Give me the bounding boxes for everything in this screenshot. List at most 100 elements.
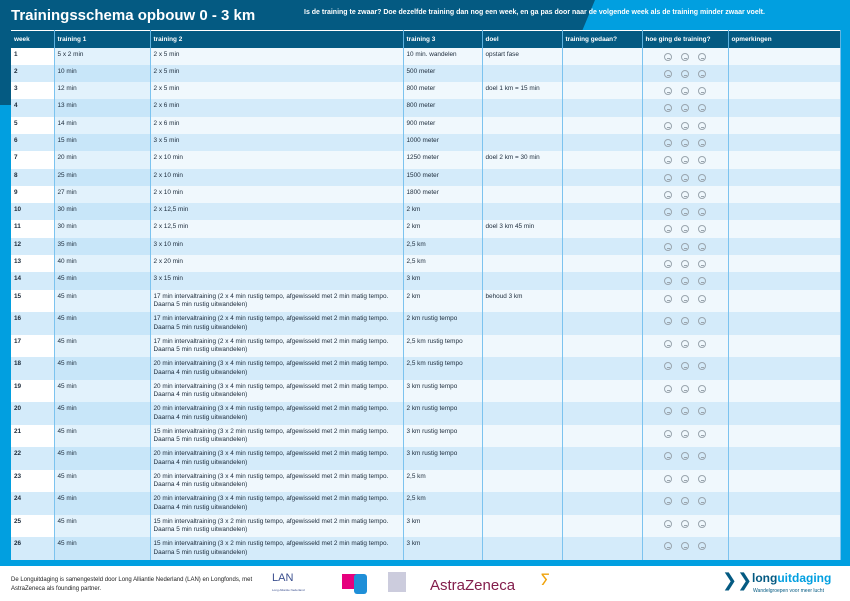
happy-face-icon[interactable] [664, 519, 672, 528]
neutral-face-icon[interactable] [681, 260, 689, 269]
neutral-face-icon[interactable] [681, 138, 689, 147]
neutral-face-icon[interactable] [681, 190, 689, 199]
happy-face-icon[interactable] [664, 138, 672, 147]
opmerkingen-cell[interactable] [728, 424, 841, 448]
neutral-face-icon[interactable] [681, 452, 689, 461]
sad-face-icon[interactable] [698, 384, 706, 393]
training-gedaan-cell[interactable] [562, 447, 643, 470]
sad-face-icon[interactable] [698, 225, 706, 234]
opmerkingen-cell[interactable] [728, 312, 841, 335]
training-gedaan-cell[interactable] [562, 272, 643, 290]
training-gedaan-cell[interactable] [562, 424, 643, 448]
sad-face-icon[interactable] [698, 87, 706, 96]
happy-face-icon[interactable] [664, 407, 672, 416]
sad-face-icon[interactable] [698, 429, 706, 438]
opmerkingen-cell[interactable] [728, 289, 841, 313]
happy-face-icon[interactable] [664, 452, 672, 461]
neutral-face-icon[interactable] [681, 294, 689, 303]
training-gedaan-cell[interactable] [562, 116, 643, 134]
opmerkingen-cell[interactable] [728, 151, 841, 169]
sad-face-icon[interactable] [698, 121, 706, 130]
training-gedaan-cell[interactable] [562, 334, 643, 358]
neutral-face-icon[interactable] [681, 362, 689, 371]
sad-face-icon[interactable] [698, 190, 706, 199]
training-gedaan-cell[interactable] [562, 82, 643, 100]
sad-face-icon[interactable] [698, 52, 706, 61]
neutral-face-icon[interactable] [681, 429, 689, 438]
training-gedaan-cell[interactable] [562, 312, 643, 335]
happy-face-icon[interactable] [664, 339, 672, 348]
happy-face-icon[interactable] [664, 87, 672, 96]
opmerkingen-cell[interactable] [728, 185, 841, 204]
opmerkingen-cell[interactable] [728, 357, 841, 380]
training-gedaan-cell[interactable] [562, 357, 643, 380]
sad-face-icon[interactable] [698, 474, 706, 483]
happy-face-icon[interactable] [664, 52, 672, 61]
opmerkingen-cell[interactable] [728, 379, 841, 403]
opmerkingen-cell[interactable] [728, 492, 841, 515]
training-gedaan-cell[interactable] [562, 514, 643, 538]
happy-face-icon[interactable] [664, 362, 672, 371]
opmerkingen-cell[interactable] [728, 469, 841, 493]
sad-face-icon[interactable] [698, 542, 706, 551]
opmerkingen-cell[interactable] [728, 272, 841, 290]
training-gedaan-cell[interactable] [562, 203, 643, 221]
happy-face-icon[interactable] [664, 121, 672, 130]
neutral-face-icon[interactable] [681, 384, 689, 393]
sad-face-icon[interactable] [698, 156, 706, 165]
training-gedaan-cell[interactable] [562, 133, 643, 152]
neutral-face-icon[interactable] [681, 339, 689, 348]
happy-face-icon[interactable] [664, 317, 672, 326]
neutral-face-icon[interactable] [681, 52, 689, 61]
neutral-face-icon[interactable] [681, 208, 689, 217]
sad-face-icon[interactable] [698, 362, 706, 371]
neutral-face-icon[interactable] [681, 225, 689, 234]
training-gedaan-cell[interactable] [562, 47, 643, 65]
sad-face-icon[interactable] [698, 407, 706, 416]
neutral-face-icon[interactable] [681, 69, 689, 78]
neutral-face-icon[interactable] [681, 474, 689, 483]
training-gedaan-cell[interactable] [562, 64, 643, 83]
training-gedaan-cell[interactable] [562, 185, 643, 204]
training-gedaan-cell[interactable] [562, 379, 643, 403]
training-gedaan-cell[interactable] [562, 168, 643, 186]
happy-face-icon[interactable] [664, 69, 672, 78]
opmerkingen-cell[interactable] [728, 514, 841, 538]
neutral-face-icon[interactable] [681, 104, 689, 113]
neutral-face-icon[interactable] [681, 519, 689, 528]
sad-face-icon[interactable] [698, 317, 706, 326]
neutral-face-icon[interactable] [681, 87, 689, 96]
happy-face-icon[interactable] [664, 429, 672, 438]
happy-face-icon[interactable] [664, 497, 672, 506]
happy-face-icon[interactable] [664, 190, 672, 199]
sad-face-icon[interactable] [698, 104, 706, 113]
sad-face-icon[interactable] [698, 339, 706, 348]
opmerkingen-cell[interactable] [728, 402, 841, 425]
happy-face-icon[interactable] [664, 474, 672, 483]
neutral-face-icon[interactable] [681, 317, 689, 326]
neutral-face-icon[interactable] [681, 407, 689, 416]
neutral-face-icon[interactable] [681, 242, 689, 251]
opmerkingen-cell[interactable] [728, 220, 841, 238]
happy-face-icon[interactable] [664, 104, 672, 113]
opmerkingen-cell[interactable] [728, 203, 841, 221]
opmerkingen-cell[interactable] [728, 64, 841, 83]
neutral-face-icon[interactable] [681, 121, 689, 130]
sad-face-icon[interactable] [698, 173, 706, 182]
sad-face-icon[interactable] [698, 519, 706, 528]
opmerkingen-cell[interactable] [728, 116, 841, 134]
happy-face-icon[interactable] [664, 156, 672, 165]
training-gedaan-cell[interactable] [562, 537, 643, 560]
happy-face-icon[interactable] [664, 242, 672, 251]
training-gedaan-cell[interactable] [562, 469, 643, 493]
training-gedaan-cell[interactable] [562, 289, 643, 313]
neutral-face-icon[interactable] [681, 277, 689, 286]
sad-face-icon[interactable] [698, 260, 706, 269]
training-gedaan-cell[interactable] [562, 99, 643, 117]
sad-face-icon[interactable] [698, 242, 706, 251]
opmerkingen-cell[interactable] [728, 99, 841, 117]
sad-face-icon[interactable] [698, 294, 706, 303]
neutral-face-icon[interactable] [681, 173, 689, 182]
opmerkingen-cell[interactable] [728, 82, 841, 100]
neutral-face-icon[interactable] [681, 542, 689, 551]
